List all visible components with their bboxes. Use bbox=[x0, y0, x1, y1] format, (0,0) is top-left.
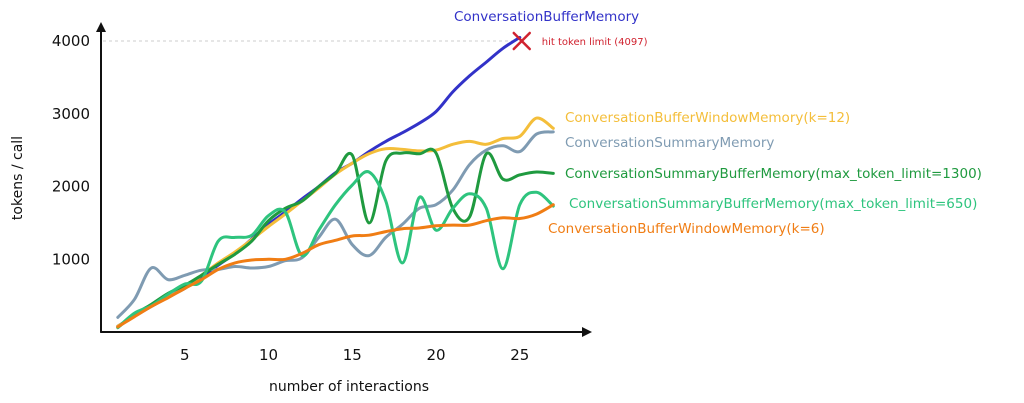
series-line-buffer-window-k6 bbox=[116, 203, 555, 329]
series-line-summary-buffer-650 bbox=[116, 170, 555, 330]
x-tick-label: 5 bbox=[180, 346, 190, 364]
axes bbox=[96, 22, 592, 337]
series-label-buffer-window-k12: ConversationBufferWindowMemory(k=12) bbox=[565, 110, 850, 126]
series-line-summary-buffer-1300 bbox=[116, 147, 555, 330]
x-tick-label: 20 bbox=[426, 346, 445, 364]
series-labels: ConversationBufferMemory ConversationBuff… bbox=[454, 9, 982, 237]
series-label-buffer-memory: ConversationBufferMemory bbox=[454, 9, 639, 25]
y-tick-label: 1000 bbox=[52, 250, 90, 268]
y-tick-labels: 1000 2000 3000 4000 bbox=[52, 32, 90, 268]
series-lines bbox=[116, 35, 555, 330]
y-tick-label: 3000 bbox=[52, 105, 90, 123]
series-label-buffer-window-k6: ConversationBufferWindowMemory(k=6) bbox=[548, 221, 825, 237]
x-tick-label: 10 bbox=[259, 346, 278, 364]
series-label-summary-buffer-650: ConversationSummaryBufferMemory(max_toke… bbox=[569, 196, 977, 212]
token-limit-annotation: hit token limit (4097) bbox=[542, 37, 648, 48]
series-label-summary-buffer-1300: ConversationSummaryBufferMemory(max_toke… bbox=[565, 166, 982, 182]
y-axis-arrowhead bbox=[96, 22, 106, 32]
annotations: hit token limit (4097) bbox=[512, 31, 648, 51]
token-limit-marker bbox=[512, 31, 531, 51]
x-axis-title: number of interactions bbox=[269, 379, 429, 395]
x-axis-arrowhead bbox=[582, 327, 592, 337]
series-line-summary-memory bbox=[116, 130, 555, 319]
x-tick-label: 15 bbox=[343, 346, 362, 364]
x-tick-label: 25 bbox=[510, 346, 529, 364]
y-axis-title: tokens / call bbox=[10, 136, 26, 220]
series-label-summary-memory: ConversationSummaryMemory bbox=[565, 135, 774, 151]
y-tick-label: 2000 bbox=[52, 178, 90, 196]
x-tick-labels: 5 10 15 20 25 bbox=[180, 346, 529, 364]
y-tick-label: 4000 bbox=[52, 32, 90, 50]
